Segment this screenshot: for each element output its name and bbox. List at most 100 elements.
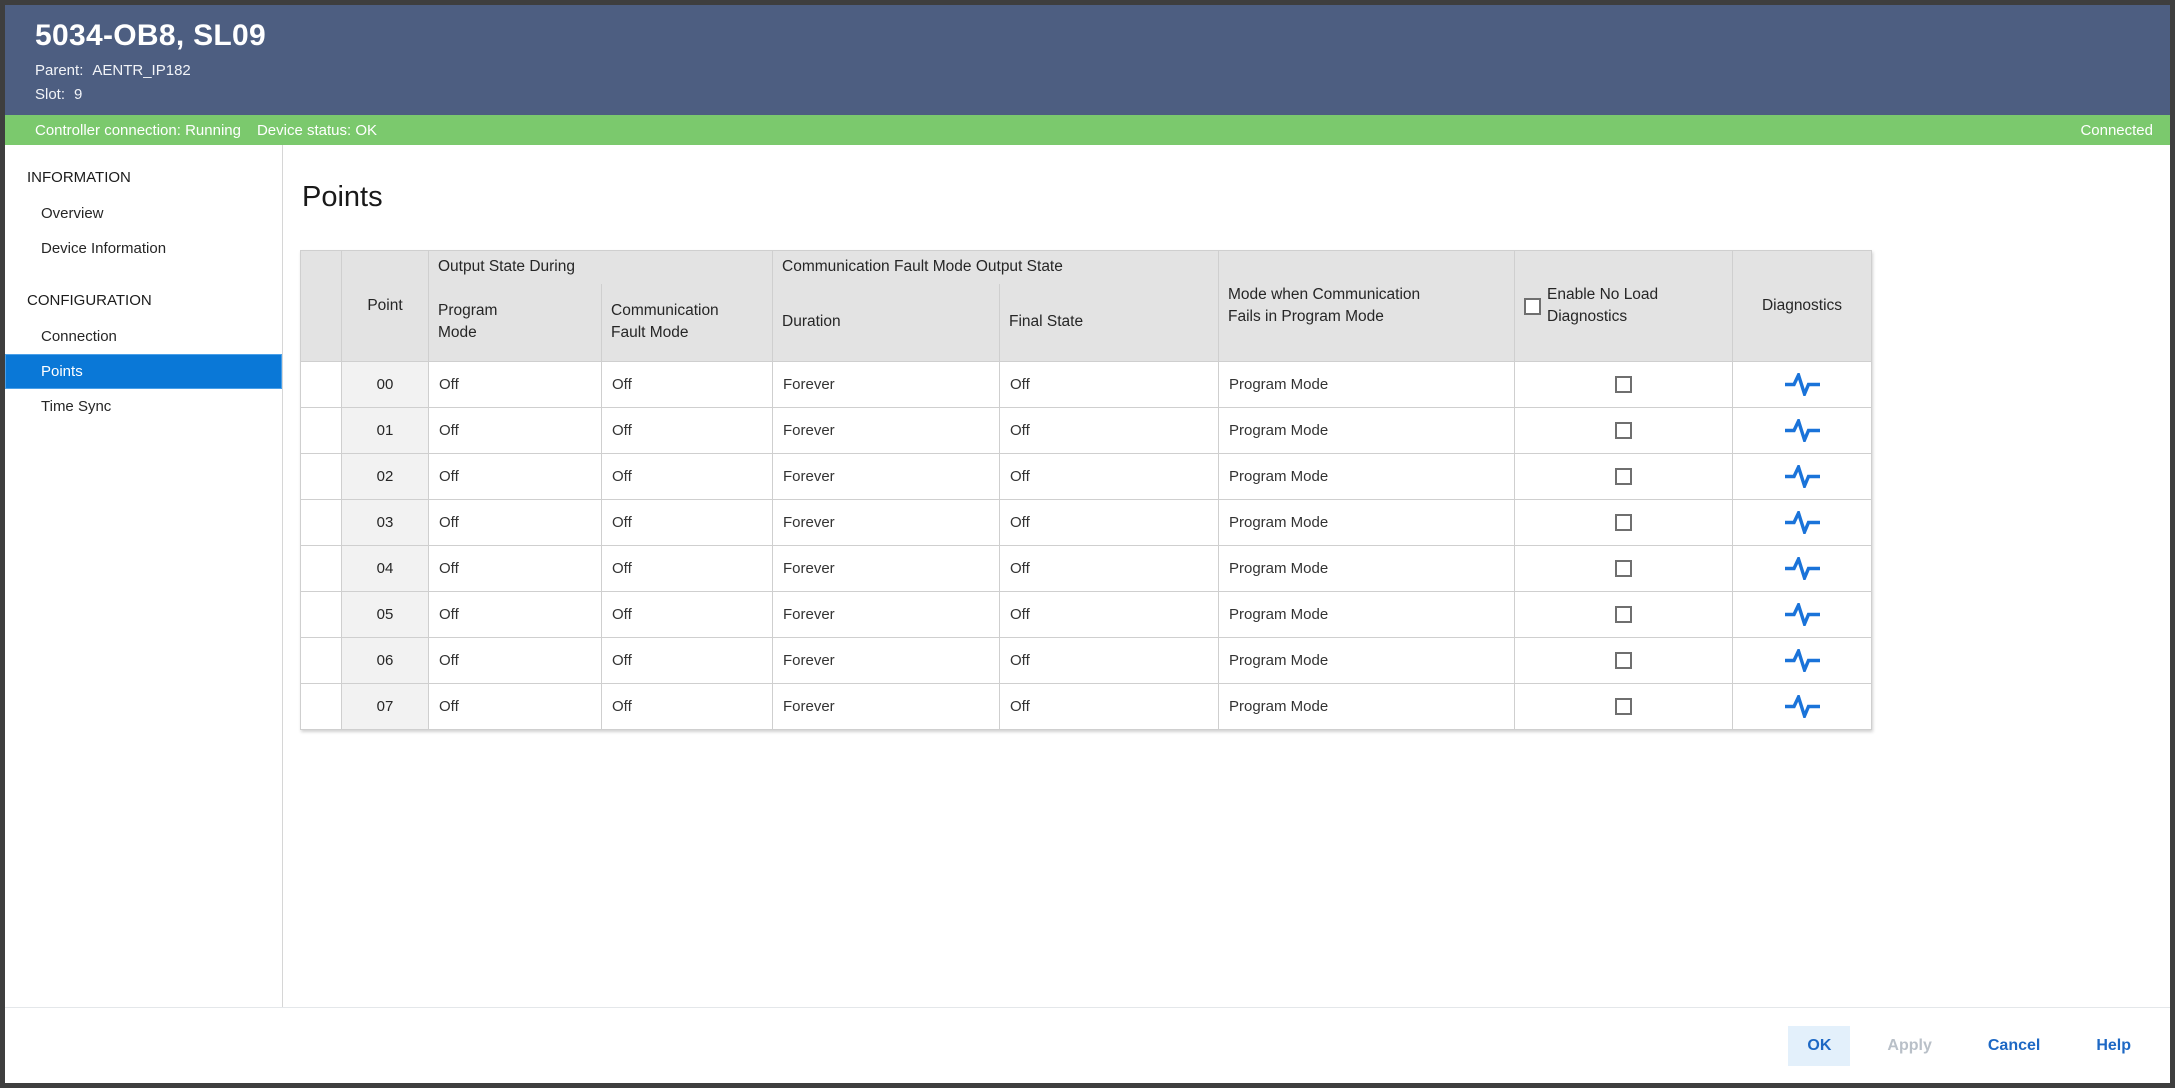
diagnostics-pulse-icon[interactable] — [1784, 416, 1821, 445]
duration-cell[interactable]: Forever — [772, 545, 1000, 592]
communication-fault-mode-cell[interactable]: Off — [601, 637, 773, 684]
duration-cell[interactable]: Forever — [772, 453, 1000, 500]
table-row: 02 Off Off Forever Off Program Mode — [300, 453, 1872, 500]
diagnostics-cell — [1732, 407, 1872, 454]
program-mode-cell[interactable]: Off — [428, 499, 602, 546]
row-selector[interactable] — [300, 637, 342, 684]
row-selector[interactable] — [300, 499, 342, 546]
diagnostics-pulse-icon[interactable] — [1784, 646, 1821, 675]
enable-no-load-checkbox[interactable] — [1615, 560, 1632, 578]
parent-label: Parent: — [35, 62, 84, 79]
window-title: 5034-OB8, SL09 — [35, 19, 266, 52]
table-row: 04 Off Off Forever Off Program Mode — [300, 545, 1872, 592]
sidebar-item-device-information[interactable]: Device Information — [41, 240, 167, 257]
diagnostics-cell — [1732, 361, 1872, 408]
sidebar-item-connection[interactable]: Connection — [41, 328, 117, 345]
communication-fault-mode-cell[interactable]: Off — [601, 407, 773, 454]
help-button[interactable]: Help — [2077, 1026, 2150, 1066]
sidebar-item-overview[interactable]: Overview — [41, 205, 104, 222]
cancel-button[interactable]: Cancel — [1969, 1026, 2059, 1066]
mode-when-comm-fails-cell[interactable]: Program Mode — [1218, 407, 1515, 454]
communication-fault-mode-cell[interactable]: Off — [601, 361, 773, 408]
diagnostics-pulse-icon[interactable] — [1784, 554, 1821, 583]
program-mode-cell[interactable]: Off — [428, 361, 602, 408]
diagnostics-pulse-icon[interactable] — [1784, 370, 1821, 399]
enable-no-load-checkbox[interactable] — [1615, 376, 1632, 394]
final-state-cell[interactable]: Off — [999, 453, 1219, 500]
enable-no-load-checkbox[interactable] — [1615, 606, 1632, 624]
enable-no-load-checkbox[interactable] — [1615, 468, 1632, 486]
duration-cell[interactable]: Forever — [772, 683, 1000, 730]
enable-no-load-checkbox[interactable] — [1615, 652, 1632, 670]
apply-button[interactable]: Apply — [1868, 1026, 1950, 1066]
ok-button[interactable]: OK — [1788, 1025, 1851, 1066]
final-state-cell[interactable]: Off — [999, 683, 1219, 730]
communication-fault-mode-cell[interactable]: Off — [601, 499, 773, 546]
diagnostics-pulse-icon[interactable] — [1784, 692, 1821, 721]
mode-when-comm-fails-cell[interactable]: Program Mode — [1218, 499, 1515, 546]
row-selector[interactable] — [300, 591, 342, 638]
points-table: Point Output State During Communication … — [300, 250, 1872, 730]
final-state-cell[interactable]: Off — [999, 499, 1219, 546]
communication-fault-mode-cell[interactable]: Off — [601, 453, 773, 500]
mode-when-comm-fails-cell[interactable]: Program Mode — [1218, 683, 1515, 730]
sidebar-item-points[interactable]: Points — [5, 354, 282, 389]
table-group-header-row: Point Output State During Communication … — [300, 250, 1872, 362]
enable-no-load-checkbox[interactable] — [1615, 514, 1632, 532]
duration-cell[interactable]: Forever — [772, 361, 1000, 408]
table-row: 03 Off Off Forever Off Program Mode — [300, 499, 1872, 546]
point-cell: 03 — [341, 499, 429, 546]
final-state-cell[interactable]: Off — [999, 407, 1219, 454]
mode-when-comm-fails-cell[interactable]: Program Mode — [1218, 591, 1515, 638]
slot-value: 9 — [74, 86, 83, 103]
communication-fault-mode-cell[interactable]: Off — [601, 683, 773, 730]
program-mode-cell[interactable]: Off — [428, 407, 602, 454]
row-selector[interactable] — [300, 361, 342, 408]
enable-no-load-checkbox[interactable] — [1615, 422, 1632, 440]
footer-button-bar: OK Apply Cancel Help — [5, 1007, 2170, 1083]
duration-cell[interactable]: Forever — [772, 407, 1000, 454]
point-cell: 05 — [341, 591, 429, 638]
col-header-duration: Duration — [772, 283, 1000, 362]
row-selector[interactable] — [300, 453, 342, 500]
row-selector[interactable] — [300, 683, 342, 730]
point-cell: 07 — [341, 683, 429, 730]
enable-no-load-cell — [1514, 637, 1733, 684]
sidebar-item-time-sync[interactable]: Time Sync — [41, 398, 112, 415]
sidebar-section-information: INFORMATION — [27, 169, 131, 186]
program-mode-cell[interactable]: Off — [428, 637, 602, 684]
mode-when-comm-fails-cell[interactable]: Program Mode — [1218, 637, 1515, 684]
final-state-cell[interactable]: Off — [999, 637, 1219, 684]
diagnostics-cell — [1732, 637, 1872, 684]
diagnostics-pulse-icon[interactable] — [1784, 600, 1821, 629]
point-cell: 02 — [341, 453, 429, 500]
duration-cell[interactable]: Forever — [772, 591, 1000, 638]
title-bar: 5034-OB8, SL09 Parent: AENTR_IP182 Slot: 9 — [5, 5, 2170, 115]
program-mode-cell[interactable]: Off — [428, 683, 602, 730]
program-mode-cell[interactable]: Off — [428, 453, 602, 500]
table-row: 07 Off Off Forever Off Program Mode — [300, 683, 1872, 730]
program-mode-cell[interactable]: Off — [428, 591, 602, 638]
enable-no-load-cell — [1514, 361, 1733, 408]
mode-when-comm-fails-cell[interactable]: Program Mode — [1218, 361, 1515, 408]
final-state-cell[interactable]: Off — [999, 361, 1219, 408]
mode-when-comm-fails-cell[interactable]: Program Mode — [1218, 545, 1515, 592]
communication-fault-mode-cell[interactable]: Off — [601, 545, 773, 592]
table-sub-header-row: Program Mode Communication Fault Mode Du… — [301, 283, 1872, 362]
enable-no-load-cell — [1514, 407, 1733, 454]
final-state-cell[interactable]: Off — [999, 545, 1219, 592]
final-state-cell[interactable]: Off — [999, 591, 1219, 638]
diagnostics-pulse-icon[interactable] — [1784, 508, 1821, 537]
row-selector[interactable] — [300, 407, 342, 454]
communication-fault-mode-cell[interactable]: Off — [601, 591, 773, 638]
program-mode-cell[interactable]: Off — [428, 545, 602, 592]
enable-no-load-all-checkbox[interactable] — [1524, 297, 1541, 315]
mode-when-comm-fails-cell[interactable]: Program Mode — [1218, 453, 1515, 500]
duration-cell[interactable]: Forever — [772, 637, 1000, 684]
enable-no-load-checkbox[interactable] — [1615, 698, 1632, 716]
points-table-body: 00 Off Off Forever Off Program Mode 01 O… — [300, 361, 1872, 730]
row-selector[interactable] — [300, 545, 342, 592]
diagnostics-pulse-icon[interactable] — [1784, 462, 1821, 491]
duration-cell[interactable]: Forever — [772, 499, 1000, 546]
